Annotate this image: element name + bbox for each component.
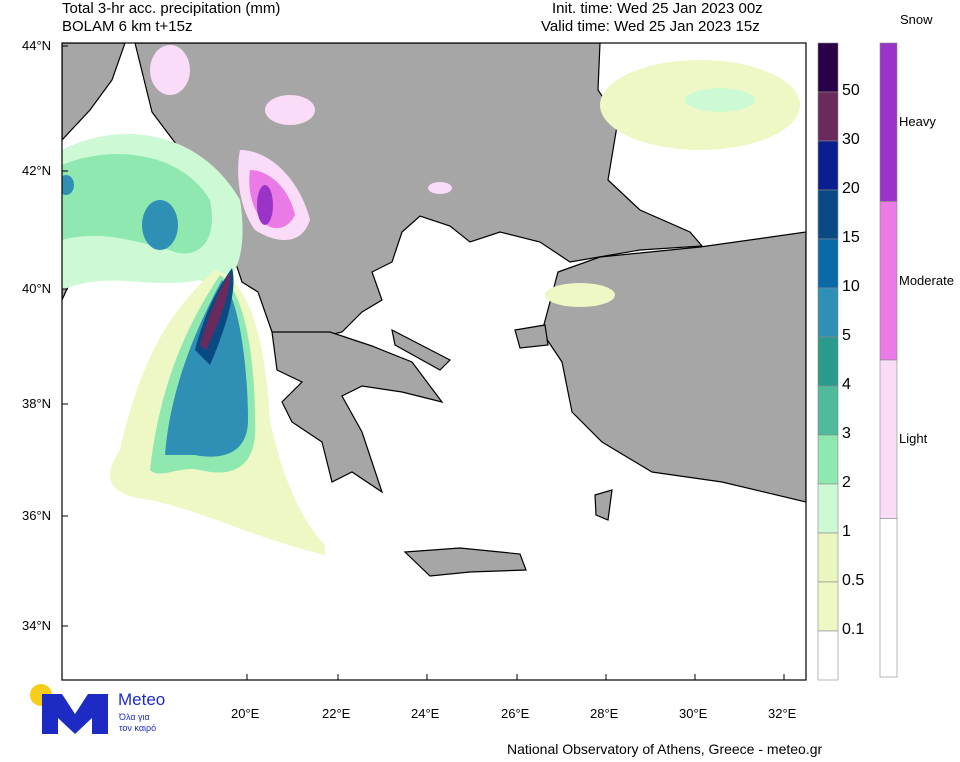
precip-colorbar-swatch xyxy=(817,42,839,93)
lesvos-land xyxy=(514,324,549,349)
precip-colorbar-label: 3 xyxy=(842,425,851,442)
lon-tick-label: 20°E xyxy=(231,706,260,721)
map-frame xyxy=(61,42,807,681)
precip-colorbar-swatch xyxy=(817,238,839,289)
central-greece-land xyxy=(271,331,444,494)
snow-colorbar-title: Snow xyxy=(900,12,933,27)
lat-tick-label: 34°N xyxy=(22,618,52,633)
precip-colorbar-swatch xyxy=(817,91,839,142)
precip-colorbar-label: 20 xyxy=(842,180,860,197)
snow-colorbar-label: Light xyxy=(899,431,928,447)
lat-tick-label: 42°N xyxy=(22,163,52,178)
snow-colorbar-swatch xyxy=(879,201,898,361)
lon-tick-label: 24°E xyxy=(411,706,440,721)
crete-land xyxy=(403,547,527,577)
map-title: Total 3-hr acc. precipitation (mm) xyxy=(62,0,281,17)
euboea-land xyxy=(391,328,452,371)
precip-colorbar-label: 0.1 xyxy=(842,621,865,638)
lat-tick-label: 36°N xyxy=(22,508,52,523)
precip-colorbar-swatch xyxy=(817,189,839,240)
snow-colorbar xyxy=(879,42,898,678)
logo-name: Meteo xyxy=(118,690,166,709)
init-time: Init. time: Wed 25 Jan 2023 00z xyxy=(552,0,763,17)
snow-colorbar-swatch xyxy=(879,359,898,519)
precip-colorbar xyxy=(817,42,839,681)
lon-tick-label: 32°E xyxy=(768,706,797,721)
precip-colorbar-label: 1 xyxy=(842,523,851,540)
italy-land xyxy=(62,43,126,141)
precip-colorbar-label: 15 xyxy=(842,229,860,246)
precip-colorbar-swatch xyxy=(817,385,839,436)
snow-colorbar-swatch xyxy=(879,518,898,678)
precip-colorbar-label: 10 xyxy=(842,278,860,295)
meteo-logo: Meteo Όλα για τον καιρό xyxy=(28,684,178,736)
rhodes-land xyxy=(594,489,613,521)
precip-colorbar-label: 4 xyxy=(842,376,851,393)
precip-colorbar-label: 50 xyxy=(842,82,860,99)
precip-colorbar-label: 30 xyxy=(842,131,860,148)
precip-colorbar-swatch xyxy=(817,287,839,338)
m-logo-icon xyxy=(42,694,108,734)
precip-colorbar-label: 2 xyxy=(842,474,851,491)
valid-time: Valid time: Wed 25 Jan 2023 15z xyxy=(541,18,760,35)
snow-colorbar-swatch xyxy=(879,42,898,202)
lat-tick-label: 40°N xyxy=(22,281,52,296)
model-label: BOLAM 6 km t+15z xyxy=(62,18,193,35)
lon-tick-label: 30°E xyxy=(679,706,708,721)
lon-tick-label: 22°E xyxy=(322,706,351,721)
lat-tick-label: 44°N xyxy=(22,38,52,53)
precip-colorbar-swatch xyxy=(817,483,839,534)
logo-tagline-1: Όλα για xyxy=(119,712,150,722)
lat-tick-label: 38°N xyxy=(22,396,52,411)
precip-colorbar-label: 0.5 xyxy=(842,572,865,589)
precip-colorbar-label: 5 xyxy=(842,327,851,344)
snow-colorbar-label: Heavy xyxy=(899,114,936,130)
precipitation-field xyxy=(62,45,800,555)
footer-credit: National Observatory of Athens, Greece -… xyxy=(507,741,823,757)
precip-colorbar-swatch xyxy=(817,581,839,632)
precip-colorbar-swatch xyxy=(817,140,839,191)
lon-tick-label: 28°E xyxy=(590,706,619,721)
precip-colorbar-swatch xyxy=(817,532,839,583)
precip-colorbar-swatch xyxy=(817,336,839,387)
lon-tick-label: 26°E xyxy=(501,706,530,721)
precip-colorbar-swatch xyxy=(817,630,839,681)
snow-colorbar-label: Moderate xyxy=(899,272,954,288)
precip-colorbar-swatch xyxy=(817,434,839,485)
logo-tagline-2: τον καιρό xyxy=(119,723,157,733)
